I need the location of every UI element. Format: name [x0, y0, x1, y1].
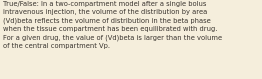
Text: True/False: In a two-compartment model after a single bolus
intravenous injectio: True/False: In a two-compartment model a… — [3, 1, 222, 49]
